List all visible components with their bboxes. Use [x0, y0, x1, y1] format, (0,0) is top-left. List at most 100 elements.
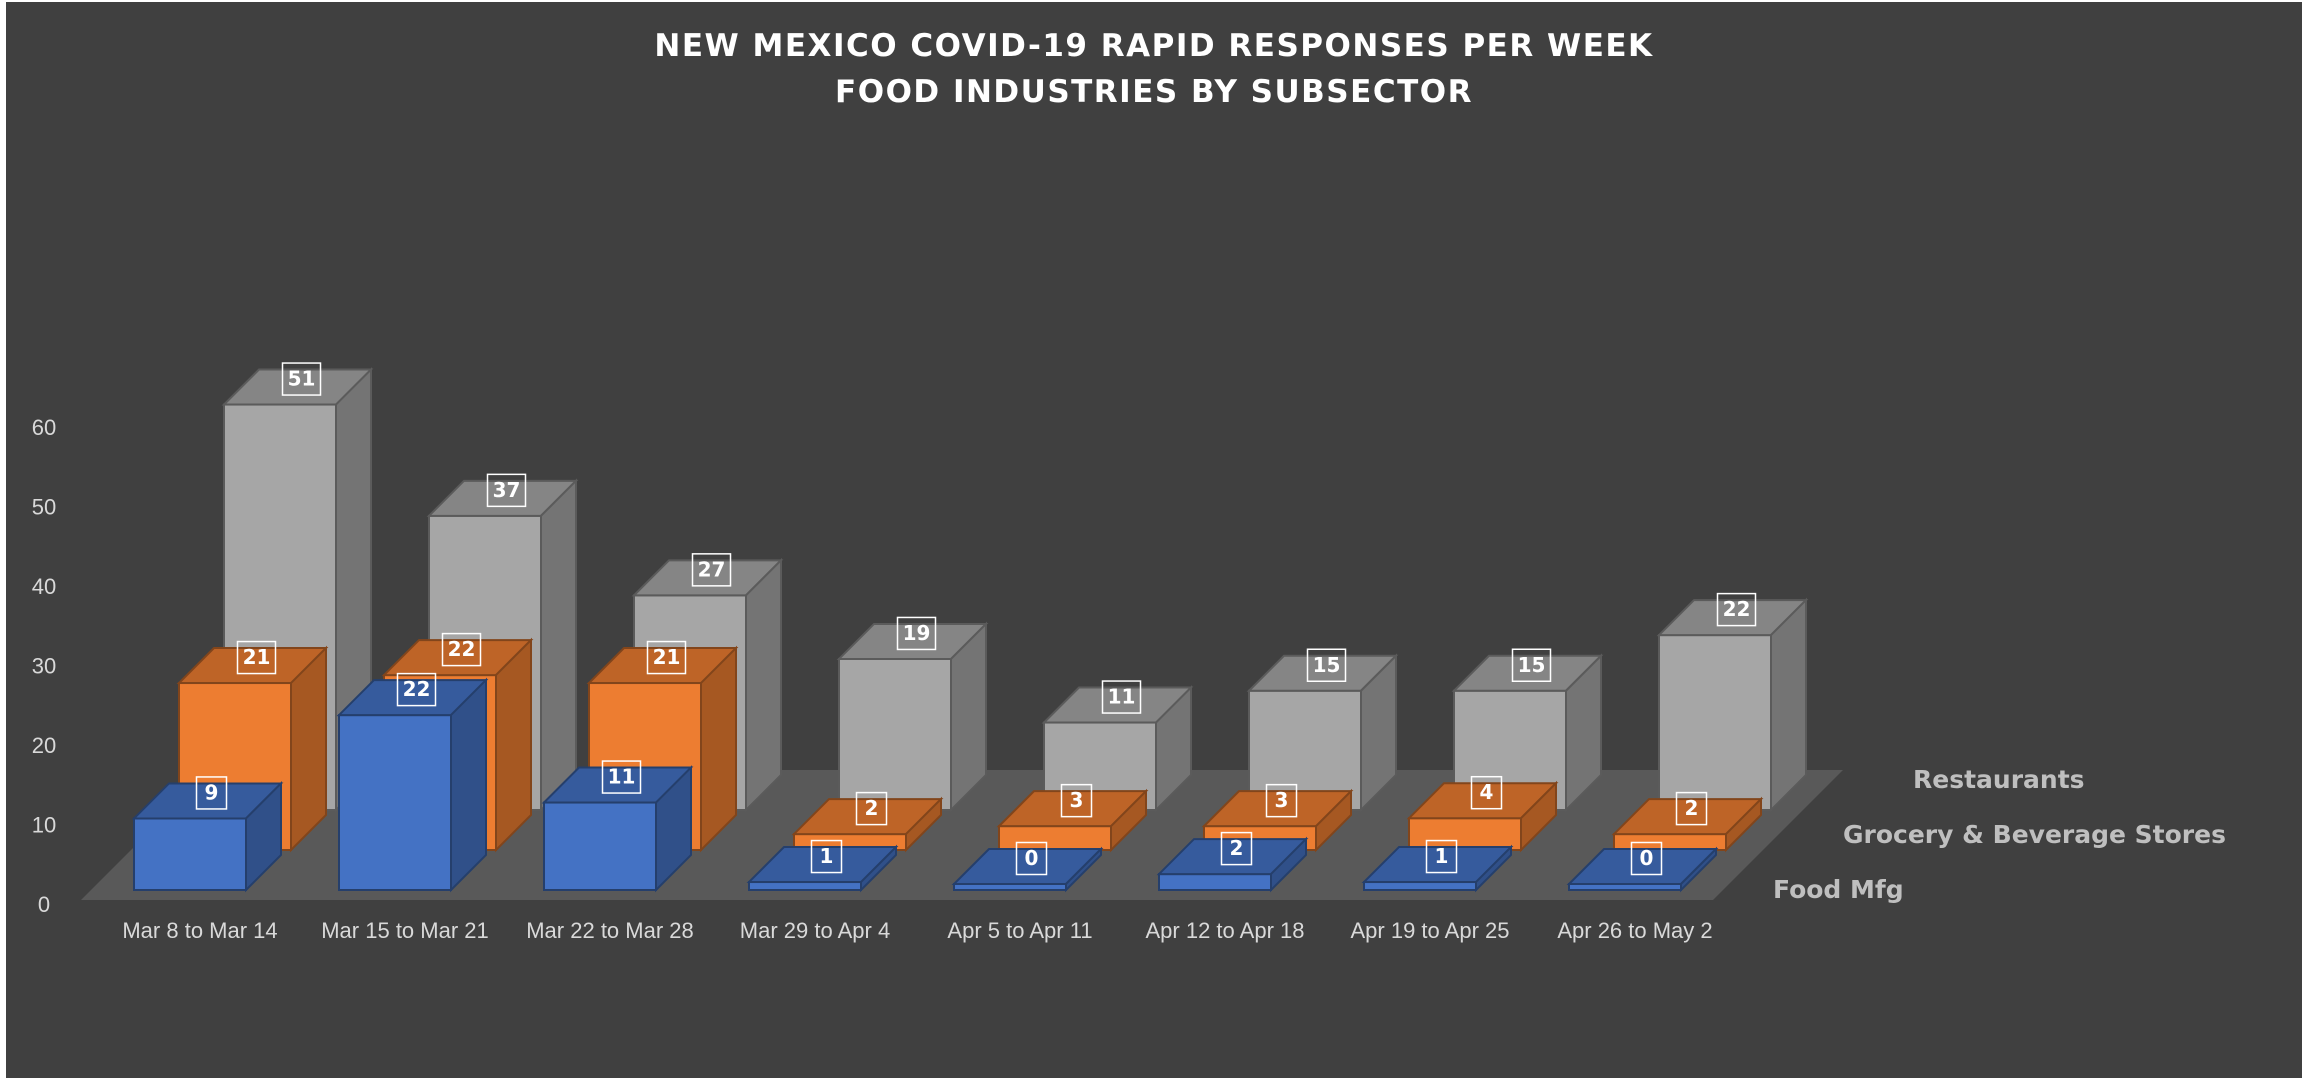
bar-restaurants-6	[1246, 653, 1399, 813]
data-label-value: 19	[903, 621, 931, 645]
bar-front	[748, 881, 862, 891]
bar-side	[1520, 780, 1557, 853]
data-label-restaurants-6: 15	[1306, 648, 1347, 682]
data-label-restaurants-4: 19	[896, 616, 937, 651]
bar-front	[338, 714, 452, 891]
data-label-value: 1	[1435, 844, 1449, 868]
data-label-value: 27	[698, 557, 726, 581]
bar-side	[1770, 597, 1807, 813]
data-label-value: 22	[448, 637, 476, 661]
x-tick-label: Apr 19 to Apr 25	[1351, 918, 1510, 943]
data-label-value: 21	[243, 645, 271, 669]
data-label-food-mfg-8: 0	[1630, 841, 1663, 876]
x-tick-label: Apr 12 to Apr 18	[1146, 918, 1305, 943]
bar-restaurants-4	[836, 621, 989, 813]
data-label-value: 2	[1685, 796, 1699, 820]
data-label-value: 51	[288, 367, 316, 391]
x-tick-label: Mar 15 to Mar 21	[321, 918, 489, 943]
data-label-box	[601, 760, 642, 794]
data-label-value: 9	[205, 780, 219, 804]
bar-side	[1110, 788, 1147, 853]
bar-restaurants-8	[1656, 597, 1809, 813]
data-label-food-mfg-4: 1	[810, 839, 843, 874]
y-tick-label: 40	[32, 574, 56, 599]
data-label-grocery-beverage-stores-4: 2	[855, 791, 888, 826]
data-label-value: 4	[1480, 780, 1494, 804]
data-label-value: 22	[403, 677, 431, 701]
bar-front	[838, 657, 952, 812]
bar-side	[245, 781, 282, 893]
bar-food-mfg-1	[131, 781, 284, 893]
data-label-food-mfg-7: 1	[1425, 839, 1458, 874]
data-label-food-mfg-3: 11	[601, 760, 642, 794]
data-label-box	[1716, 592, 1757, 627]
data-label-restaurants-2: 37	[486, 473, 527, 508]
y-tick-label: 50	[32, 494, 56, 519]
chart-title: NEW MEXICO COVID-19 RAPID RESPONSES PER …	[654, 28, 1654, 64]
bar-food-mfg-3	[541, 765, 694, 893]
data-label-value: 3	[1275, 788, 1289, 812]
bar-side	[1315, 788, 1352, 853]
data-label-box	[1015, 841, 1048, 876]
data-label-value: 15	[1313, 653, 1341, 677]
data-label-box	[486, 473, 527, 508]
data-label-box	[1060, 783, 1093, 818]
data-label-grocery-beverage-stores-3: 21	[646, 640, 687, 675]
data-label-box	[896, 616, 937, 651]
bar-side	[1565, 653, 1602, 813]
bar-side	[950, 621, 987, 813]
data-label-box	[1630, 841, 1663, 876]
bar-side	[450, 677, 487, 893]
data-label-value: 2	[865, 796, 879, 820]
bar-side	[905, 796, 942, 853]
data-label-value: 3	[1070, 788, 1084, 812]
bar-side	[1680, 846, 1717, 893]
series-label-food-mfg: Food Mfg	[1773, 875, 1904, 904]
bar-side	[1475, 844, 1512, 893]
x-tick-label: Apr 26 to May 2	[1557, 918, 1712, 943]
chart-subtitle: FOOD INDUSTRIES BY SUBSECTOR	[835, 74, 1473, 110]
data-label-box	[1220, 831, 1253, 866]
bar-food-mfg-8	[1566, 846, 1719, 893]
data-label-box	[1511, 648, 1552, 682]
data-label-box	[195, 776, 228, 810]
data-label-grocery-beverage-stores-6: 3	[1265, 783, 1298, 818]
bar-grocery-beverage-stores-8	[1611, 796, 1764, 853]
bar-side	[540, 478, 577, 813]
data-label-grocery-beverage-stores-2: 22	[441, 632, 482, 667]
bar-front	[1158, 873, 1272, 891]
data-label-box	[1675, 791, 1708, 826]
data-label-value: 0	[1640, 846, 1654, 870]
data-label-value: 15	[1518, 653, 1546, 677]
data-label-box	[1425, 839, 1458, 874]
bar-grocery-beverage-stores-4	[791, 796, 944, 853]
bar-side	[745, 557, 782, 813]
x-tick-label: Mar 8 to Mar 14	[122, 918, 277, 943]
bar-side	[655, 765, 692, 893]
data-label-box	[646, 640, 687, 675]
bar-side	[1725, 796, 1762, 853]
bar-side	[700, 645, 737, 853]
data-label-food-mfg-2: 22	[396, 672, 437, 707]
data-label-restaurants-7: 15	[1511, 648, 1552, 682]
x-tick-label: Mar 22 to Mar 28	[526, 918, 694, 943]
x-tick-label: Apr 5 to Apr 11	[947, 918, 1092, 943]
data-label-restaurants-8: 22	[1716, 592, 1757, 627]
y-tick-label: 10	[32, 812, 56, 837]
bar-side	[860, 844, 897, 893]
data-label-grocery-beverage-stores-7: 4	[1470, 775, 1503, 810]
y-tick-label: 30	[32, 653, 56, 678]
bar-side	[1155, 685, 1192, 813]
data-label-value: 11	[1108, 685, 1136, 709]
x-tick-label: Mar 29 to Apr 4	[740, 918, 890, 943]
bar-food-mfg-6	[1156, 836, 1309, 893]
data-label-restaurants-1: 51	[281, 362, 322, 396]
bar-front	[1658, 634, 1772, 811]
bar-grocery-beverage-stores-7	[1406, 780, 1559, 853]
bar-side	[1270, 836, 1307, 893]
bar-food-mfg-5	[951, 846, 1104, 893]
data-label-food-mfg-6: 2	[1220, 831, 1253, 866]
data-label-grocery-beverage-stores-1: 21	[236, 640, 277, 675]
chart-area: NEW MEXICO COVID-19 RAPID RESPONSES PER …	[6, 2, 2302, 1078]
